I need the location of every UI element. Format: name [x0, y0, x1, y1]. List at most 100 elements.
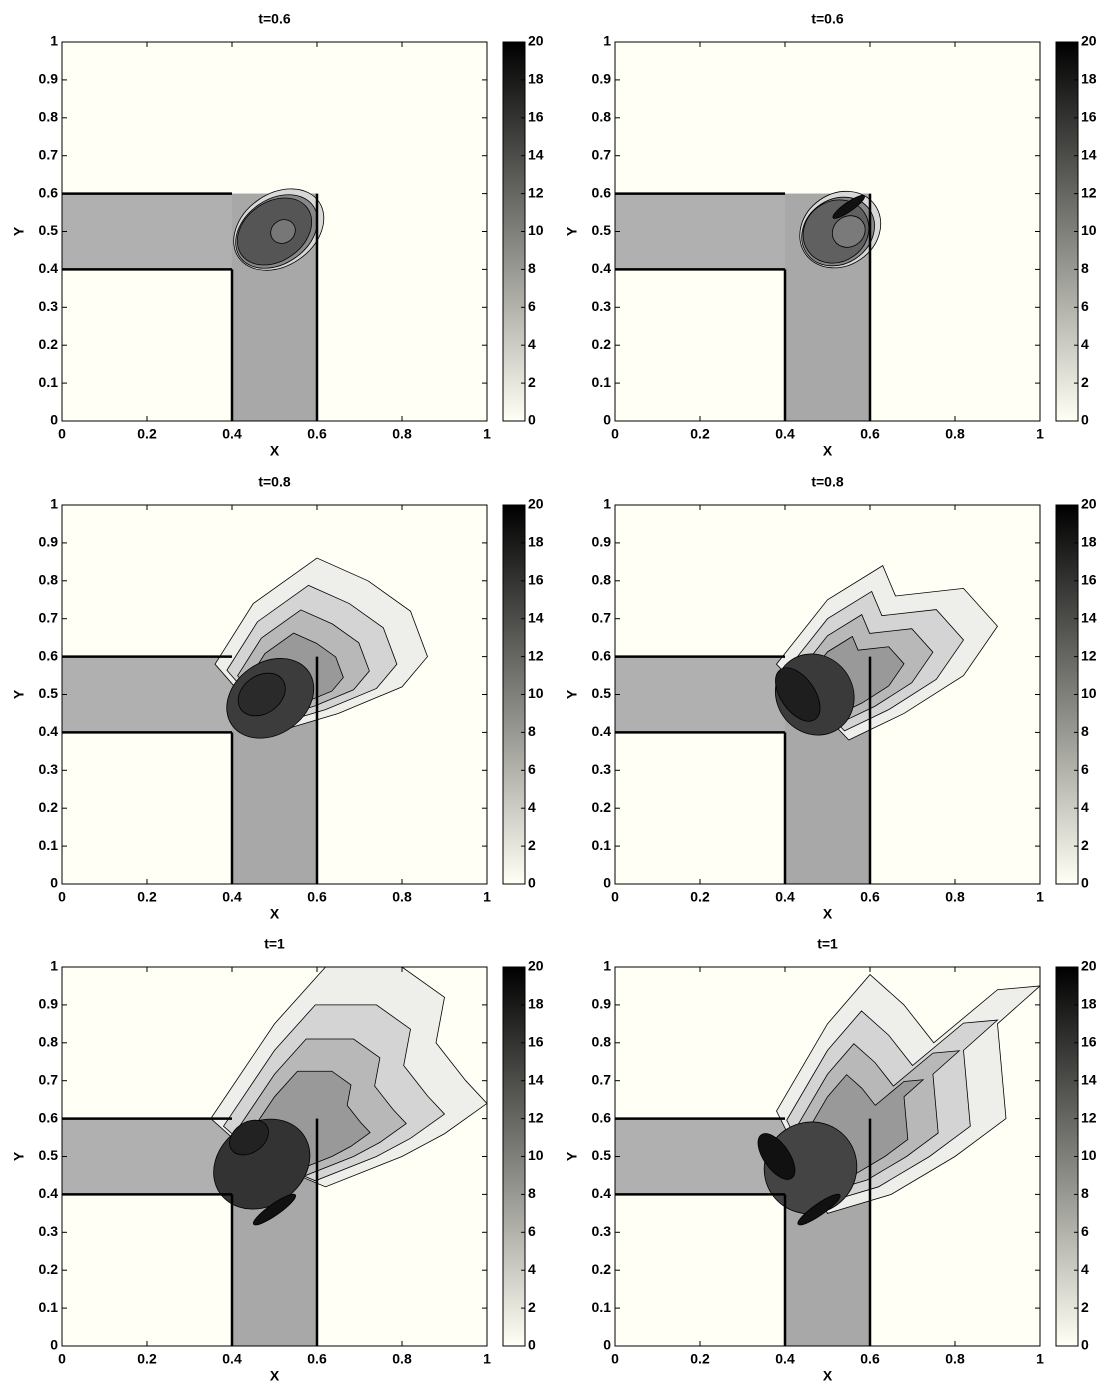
y-tick-label: 0.9	[39, 71, 59, 87]
x-tick-label: 0.6	[860, 426, 880, 442]
x-tick-label: 0	[58, 1351, 66, 1367]
x-tick-label: 0.6	[860, 1351, 880, 1367]
colorbar-tick-label: 2	[528, 1299, 536, 1315]
colorbar-tick-label: 12	[1081, 184, 1097, 200]
colorbar-tick-label: 14	[1081, 609, 1097, 625]
y-tick-label: 0.8	[592, 572, 612, 588]
x-tick-label: 0.8	[945, 426, 965, 442]
colorbar-tick-label: 8	[528, 260, 536, 276]
y-tick-label: 0.9	[592, 996, 612, 1012]
colorbar-tick-label: 20	[1081, 33, 1097, 49]
y-tick-label: 0.9	[39, 534, 59, 550]
y-tick-label: 0.8	[39, 1034, 59, 1050]
colorbar-tick-label: 4	[1081, 1261, 1089, 1277]
contour-panel: 0 0.2 0.4 0.6 0.8 100.10.20.30.40.50.60.70.80…	[564, 936, 1097, 1384]
x-tick-label: 0.8	[945, 1351, 965, 1367]
x-axis-label: X	[270, 1368, 280, 1384]
y-axis-label: Y	[564, 226, 580, 236]
y-tick-label: 0.7	[39, 146, 59, 162]
colorbar-tick-label: 18	[1081, 71, 1097, 87]
colorbar-tick-label: 20	[1081, 958, 1097, 974]
y-tick-label: 0	[50, 875, 58, 891]
contour-region	[831, 215, 866, 248]
y-tick-label: 0.5	[592, 1147, 612, 1163]
colorbar-tick-label: 18	[528, 534, 544, 550]
plot-area	[615, 190, 882, 421]
contour-region	[237, 672, 286, 717]
y-tick-label: 0.5	[39, 685, 59, 701]
colorbar-tick-label: 16	[1081, 1034, 1097, 1050]
colorbar-tick-label: 4	[528, 1261, 536, 1277]
y-tick-label: 0.7	[592, 609, 612, 625]
y-tick-label: 1	[50, 33, 58, 49]
x-tick-label: 0.4	[222, 889, 242, 905]
y-tick-label: 0.1	[39, 1299, 59, 1315]
x-tick-label: 0.6	[307, 889, 327, 905]
colorbar-tick-label: 10	[528, 685, 544, 701]
y-tick-label: 0.1	[592, 1299, 612, 1315]
colorbar-tick-label: 14	[528, 146, 544, 162]
x-tick-label: 0.2	[137, 426, 157, 442]
y-tick-label: 0.6	[592, 184, 612, 200]
colorbar-tick-label: 20	[528, 496, 544, 512]
colorbar-tick-label: 14	[1081, 146, 1097, 162]
y-tick-label: 0	[603, 412, 611, 428]
chart-title: t=0.8	[258, 474, 291, 490]
contour-panel: 0 0.2 0.4 0.6 0.8 100.10.20.30.40.50.60.70.80…	[564, 11, 1097, 459]
y-tick-label: 0.3	[592, 1223, 612, 1239]
y-tick-label: 1	[603, 958, 611, 974]
y-tick-label: 1	[603, 496, 611, 512]
colorbar-tick-label: 12	[1081, 647, 1097, 663]
colorbar-tick-label: 0	[1081, 875, 1089, 891]
colorbar-tick-label: 16	[528, 1034, 544, 1050]
colorbar-tick-label: 18	[1081, 996, 1097, 1012]
contour-panel: 0 0.2 0.4 0.6 0.8 100.10.20.30.40.50.60.70.80…	[11, 936, 544, 1384]
x-tick-label: 0.6	[860, 889, 880, 905]
x-tick-label: 0	[58, 426, 66, 442]
colorbar-tick-label: 6	[528, 761, 536, 777]
colorbar-tick-label: 20	[1081, 496, 1097, 512]
y-tick-label: 0.1	[39, 837, 59, 853]
y-axis-label: Y	[11, 689, 27, 699]
colorbar-tick-label: 4	[528, 336, 536, 352]
colorbar-tick-label: 12	[1081, 1109, 1097, 1125]
y-tick-label: 0.3	[39, 761, 59, 777]
colorbar-tick-label: 8	[528, 1185, 536, 1201]
y-tick-label: 0.9	[592, 534, 612, 550]
y-tick-label: 0.4	[39, 260, 59, 276]
x-tick-label: 0.2	[137, 889, 157, 905]
y-tick-label: 0.5	[39, 1147, 59, 1163]
x-tick-label: 1	[1036, 426, 1044, 442]
x-tick-label: 1	[1036, 1351, 1044, 1367]
colorbar-tick-label: 14	[528, 1071, 544, 1087]
colorbar-tick-label: 4	[1081, 799, 1089, 815]
y-tick-label: 0.1	[592, 837, 612, 853]
y-tick-label: 0.6	[39, 647, 59, 663]
colorbar-tick-label: 10	[1081, 1147, 1097, 1163]
x-tick-label: 1	[1036, 889, 1044, 905]
colorbar-tick-label: 2	[1081, 837, 1089, 853]
y-tick-label: 0.7	[592, 146, 612, 162]
y-tick-label: 0.5	[592, 222, 612, 238]
colorbar-tick-label: 10	[1081, 685, 1097, 701]
x-tick-label: 0.4	[775, 889, 795, 905]
y-tick-label: 0.3	[39, 1223, 59, 1239]
y-tick-label: 0.6	[592, 647, 612, 663]
y-tick-label: 1	[50, 958, 58, 974]
y-tick-label: 0.7	[39, 609, 59, 625]
y-tick-label: 0.6	[592, 1109, 612, 1125]
x-tick-label: 0	[611, 889, 619, 905]
y-tick-label: 0.8	[39, 572, 59, 588]
plot-area	[615, 565, 999, 884]
contour-region	[757, 1133, 796, 1180]
y-tick-label: 0.4	[592, 1185, 612, 1201]
colorbar-tick-label: 8	[1081, 723, 1089, 739]
colorbar-tick-label: 6	[1081, 1223, 1089, 1239]
y-tick-label: 0	[50, 1337, 58, 1353]
x-tick-label: 1	[483, 889, 491, 905]
colorbar-tick-label: 10	[528, 222, 544, 238]
colorbar-tick-label: 0	[1081, 1337, 1089, 1353]
colorbar-tick-label: 6	[1081, 298, 1089, 314]
x-axis-label: X	[823, 1368, 833, 1384]
